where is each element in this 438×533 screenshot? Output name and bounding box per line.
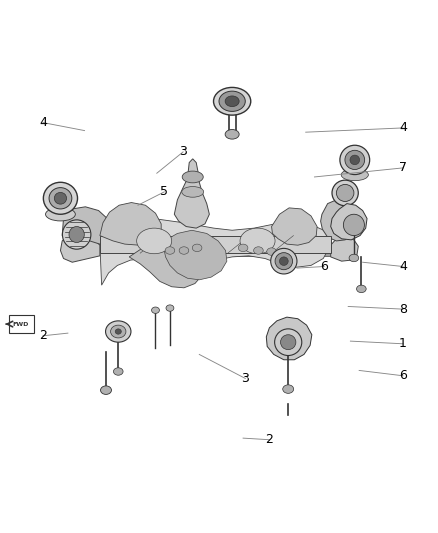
Ellipse shape xyxy=(113,368,123,375)
Ellipse shape xyxy=(49,188,72,209)
Ellipse shape xyxy=(349,254,359,262)
Ellipse shape xyxy=(238,244,248,252)
Text: 2: 2 xyxy=(265,433,273,446)
Polygon shape xyxy=(331,204,367,240)
Polygon shape xyxy=(164,230,227,280)
Ellipse shape xyxy=(213,87,251,115)
Ellipse shape xyxy=(165,247,175,254)
Text: 8: 8 xyxy=(399,303,407,316)
Ellipse shape xyxy=(182,187,204,197)
Ellipse shape xyxy=(279,257,288,265)
Ellipse shape xyxy=(225,96,239,107)
Ellipse shape xyxy=(219,91,245,111)
Polygon shape xyxy=(60,233,100,262)
Ellipse shape xyxy=(350,155,360,165)
Ellipse shape xyxy=(357,285,366,293)
Text: 6: 6 xyxy=(399,369,407,382)
Ellipse shape xyxy=(343,214,364,236)
Polygon shape xyxy=(331,237,358,261)
Ellipse shape xyxy=(240,228,275,254)
Ellipse shape xyxy=(179,247,189,254)
Ellipse shape xyxy=(340,145,370,175)
Ellipse shape xyxy=(283,385,293,393)
Ellipse shape xyxy=(336,184,354,201)
Text: 4: 4 xyxy=(39,116,47,129)
Text: 1: 1 xyxy=(399,337,407,350)
Ellipse shape xyxy=(275,253,293,270)
Ellipse shape xyxy=(43,182,78,214)
Ellipse shape xyxy=(192,244,202,252)
Text: FWD: FWD xyxy=(12,321,29,327)
Text: 5: 5 xyxy=(160,185,168,198)
Ellipse shape xyxy=(62,220,91,249)
Text: 4: 4 xyxy=(399,260,407,273)
Polygon shape xyxy=(174,159,209,228)
Bar xyxy=(9,314,34,334)
Ellipse shape xyxy=(106,321,131,342)
Ellipse shape xyxy=(345,150,364,169)
Polygon shape xyxy=(129,243,202,288)
Polygon shape xyxy=(62,207,110,244)
Ellipse shape xyxy=(182,171,203,183)
Polygon shape xyxy=(272,208,317,245)
Text: 2: 2 xyxy=(39,329,47,342)
Polygon shape xyxy=(100,219,331,285)
Ellipse shape xyxy=(54,192,67,204)
Polygon shape xyxy=(100,203,161,245)
Text: 7: 7 xyxy=(399,161,407,174)
Polygon shape xyxy=(101,245,331,256)
Ellipse shape xyxy=(46,207,75,221)
Ellipse shape xyxy=(115,329,121,334)
Ellipse shape xyxy=(100,386,111,394)
Text: 3: 3 xyxy=(179,146,187,158)
Polygon shape xyxy=(100,236,331,253)
Polygon shape xyxy=(321,200,356,241)
Text: 6: 6 xyxy=(320,260,328,273)
Polygon shape xyxy=(266,317,312,360)
Ellipse shape xyxy=(275,329,302,356)
Ellipse shape xyxy=(69,227,84,243)
Ellipse shape xyxy=(110,325,126,338)
Ellipse shape xyxy=(166,305,174,311)
Ellipse shape xyxy=(225,130,239,139)
Text: 4: 4 xyxy=(399,122,407,134)
Ellipse shape xyxy=(254,247,263,254)
Ellipse shape xyxy=(271,248,297,274)
Ellipse shape xyxy=(332,180,358,206)
Ellipse shape xyxy=(341,169,368,181)
Ellipse shape xyxy=(280,335,296,350)
Ellipse shape xyxy=(152,307,159,313)
Ellipse shape xyxy=(137,228,172,254)
Ellipse shape xyxy=(267,248,276,255)
Text: 3: 3 xyxy=(241,372,249,385)
